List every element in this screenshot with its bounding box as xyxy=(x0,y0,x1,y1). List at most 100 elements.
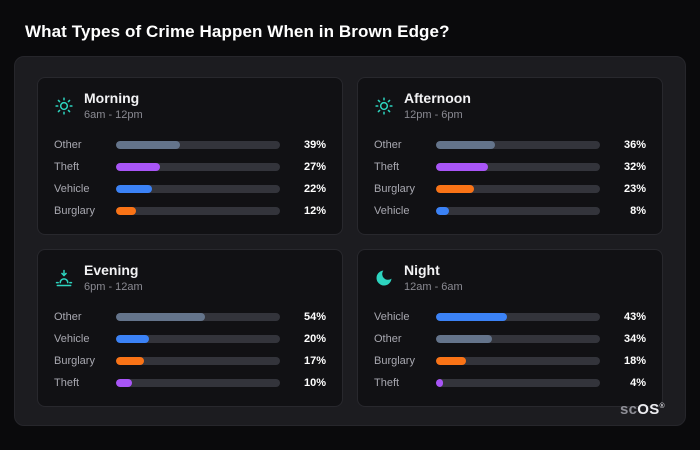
crime-stat-row: Theft 4% xyxy=(374,372,646,394)
crime-stat-row: Other 36% xyxy=(374,134,646,156)
value-label: 4% xyxy=(630,377,646,390)
value-label: 34% xyxy=(623,333,646,346)
time-period-card: Night 12am - 6am Vehicle 43% Other 34% B… xyxy=(357,249,663,407)
card-header-text: Afternoon 12pm - 6pm xyxy=(404,90,471,122)
bar-fill xyxy=(436,313,507,322)
bar-track xyxy=(436,185,600,194)
card-header: Morning 6am - 12pm xyxy=(54,90,326,122)
bar-fill xyxy=(436,379,443,388)
value-label: 8% xyxy=(630,205,646,218)
category-label: Theft xyxy=(54,161,80,174)
bar-track xyxy=(116,379,280,388)
bar-track xyxy=(116,163,280,172)
bar-fill xyxy=(116,141,180,150)
category-label: Vehicle xyxy=(54,183,90,196)
scos-logo: scOS® xyxy=(620,401,665,418)
value-label: 39% xyxy=(303,139,326,152)
moon-icon xyxy=(374,268,394,288)
value-label: 54% xyxy=(303,311,326,324)
bar-fill xyxy=(436,335,492,344)
crime-stat-row: Burglary 18% xyxy=(374,350,646,372)
category-label: Burglary xyxy=(374,183,415,196)
category-label: Vehicle xyxy=(374,205,410,218)
page-title: What Types of Crime Happen When in Brown… xyxy=(25,22,450,41)
card-header: Night 12am - 6am xyxy=(374,262,646,294)
bar-fill xyxy=(116,185,153,194)
bar-track xyxy=(436,141,600,150)
crime-stats-panel: Morning 6am - 12pm Other 39% Theft 27% V… xyxy=(14,56,686,426)
sun-icon xyxy=(54,96,74,116)
crime-stat-row: Other 54% xyxy=(54,306,326,328)
card-subtitle: 12am - 6am xyxy=(404,281,463,294)
bar-fill xyxy=(436,207,450,216)
value-label: 12% xyxy=(303,205,326,218)
value-label: 22% xyxy=(303,183,326,196)
time-period-card: Morning 6am - 12pm Other 39% Theft 27% V… xyxy=(37,77,343,235)
category-label: Burglary xyxy=(374,355,415,368)
category-label: Other xyxy=(54,311,82,324)
bar-fill xyxy=(116,313,205,322)
card-header: Evening 6pm - 12am xyxy=(54,262,326,294)
bar-track xyxy=(436,335,600,344)
crime-stat-row: Other 39% xyxy=(54,134,326,156)
crime-stat-rows: Vehicle 43% Other 34% Burglary 18% Theft… xyxy=(374,306,646,394)
category-label: Other xyxy=(374,139,402,152)
bar-track xyxy=(116,141,280,150)
crime-stat-row: Burglary 12% xyxy=(54,200,326,222)
bar-fill xyxy=(116,379,133,388)
value-label: 36% xyxy=(623,139,646,152)
bar-fill xyxy=(436,357,466,366)
card-subtitle: 12pm - 6pm xyxy=(404,109,463,122)
time-period-card: Afternoon 12pm - 6pm Other 36% Theft 32%… xyxy=(357,77,663,235)
value-label: 17% xyxy=(303,355,326,368)
bar-track xyxy=(116,185,280,194)
crime-stat-rows: Other 39% Theft 27% Vehicle 22% Burglary… xyxy=(54,134,326,222)
bar-fill xyxy=(116,207,136,216)
crime-stat-row: Theft 32% xyxy=(374,156,646,178)
crime-stat-row: Vehicle 43% xyxy=(374,306,646,328)
card-header-text: Morning 6am - 12pm xyxy=(84,90,143,122)
bar-track xyxy=(116,357,280,366)
bar-track xyxy=(116,207,280,216)
crime-stat-rows: Other 54% Vehicle 20% Burglary 17% Theft… xyxy=(54,306,326,394)
card-header-text: Evening 6pm - 12am xyxy=(84,262,143,294)
card-title: Evening xyxy=(84,262,139,278)
scos-logo-sc: sc xyxy=(619,401,638,418)
value-label: 18% xyxy=(623,355,646,368)
crime-stat-row: Theft 27% xyxy=(54,156,326,178)
bar-track xyxy=(436,357,600,366)
card-header-text: Night 12am - 6am xyxy=(404,262,463,294)
bar-track xyxy=(436,163,600,172)
value-label: 43% xyxy=(623,311,646,324)
crime-stat-row: Theft 10% xyxy=(54,372,326,394)
card-header: Afternoon 12pm - 6pm xyxy=(374,90,646,122)
sunset-icon xyxy=(54,268,74,288)
crime-stat-row: Vehicle 22% xyxy=(54,178,326,200)
card-subtitle: 6pm - 12am xyxy=(84,281,143,294)
bar-track xyxy=(436,207,600,216)
category-label: Theft xyxy=(374,161,400,174)
category-label: Other xyxy=(374,333,402,346)
category-label: Vehicle xyxy=(54,333,90,346)
category-label: Theft xyxy=(54,377,80,390)
card-subtitle: 6am - 12pm xyxy=(84,109,143,122)
value-label: 23% xyxy=(623,183,646,196)
value-label: 20% xyxy=(303,333,326,346)
card-title: Night xyxy=(404,262,440,278)
category-label: Vehicle xyxy=(374,311,410,324)
crime-stat-row: Vehicle 20% xyxy=(54,328,326,350)
crime-stat-row: Burglary 17% xyxy=(54,350,326,372)
value-label: 27% xyxy=(303,161,326,174)
bar-fill xyxy=(436,141,496,150)
crime-stat-row: Other 34% xyxy=(374,328,646,350)
category-label: Theft xyxy=(374,377,400,390)
value-label: 10% xyxy=(303,377,326,390)
category-label: Burglary xyxy=(54,205,95,218)
time-period-cards-grid: Morning 6am - 12pm Other 39% Theft 27% V… xyxy=(37,77,663,407)
bar-fill xyxy=(116,163,161,172)
scos-logo-os: OS xyxy=(637,401,660,418)
crime-stat-row: Burglary 23% xyxy=(374,178,646,200)
crime-stat-row: Vehicle 8% xyxy=(374,200,646,222)
bar-fill xyxy=(436,163,489,172)
card-title: Afternoon xyxy=(404,90,471,106)
